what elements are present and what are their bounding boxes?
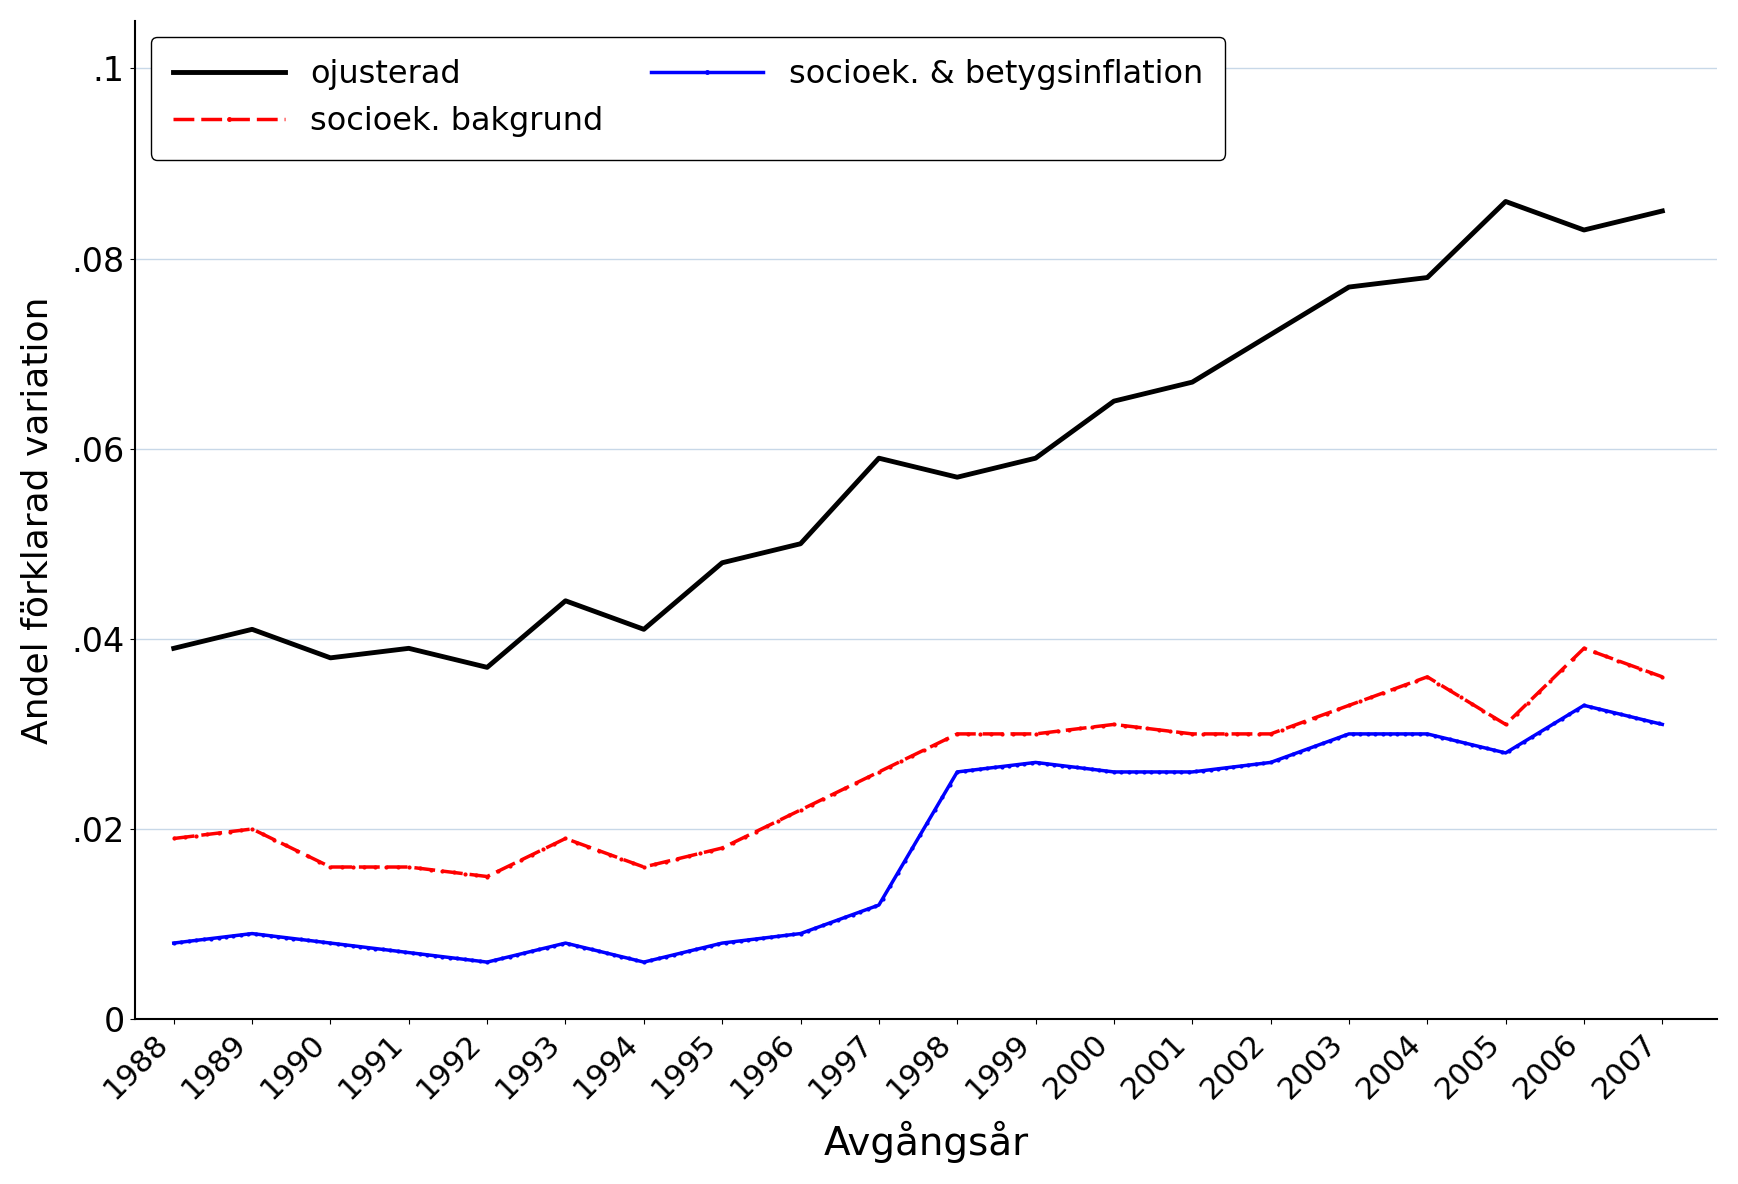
X-axis label: Avgångsår: Avgångsår bbox=[824, 1121, 1029, 1163]
Y-axis label: Andel förklarad variation: Andel förklarad variation bbox=[21, 296, 56, 744]
Legend: ojusterad, socioek. bakgrund, socioek. & betygsinflation: ojusterad, socioek. bakgrund, socioek. &… bbox=[151, 37, 1225, 160]
